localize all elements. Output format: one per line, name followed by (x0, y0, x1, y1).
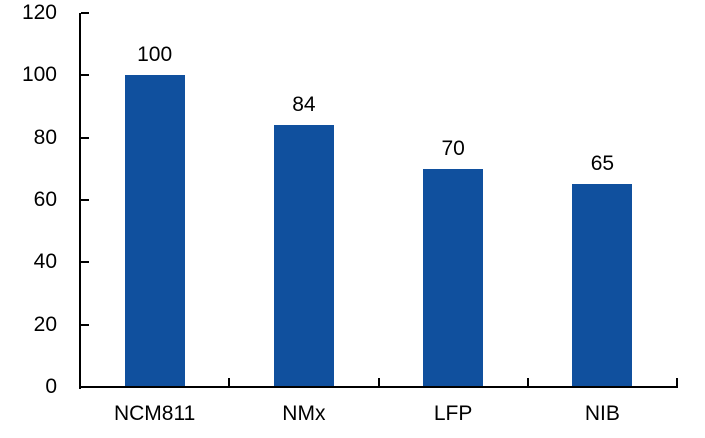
x-axis-line (79, 386, 678, 388)
y-axis-tick-label: 80 (33, 125, 57, 149)
bar-nib (572, 184, 633, 386)
y-axis-line (79, 13, 81, 389)
bar-lfp (423, 168, 484, 386)
x-axis-category-label-lfp: LFP (433, 402, 473, 425)
bar-value-label-nib: 65 (590, 152, 615, 176)
bar-nmx (273, 125, 334, 386)
x-axis-category-label-nib: NIB (584, 402, 620, 425)
x-axis-category-label-nmx: NMx (282, 402, 326, 425)
y-axis-tick-label: 100 (21, 63, 57, 87)
y-axis-tick-label: 40 (33, 250, 57, 274)
x-axis-tick (526, 378, 529, 386)
y-axis-tick-label: 60 (33, 188, 57, 211)
y-axis-tick (81, 136, 89, 139)
y-axis-tick-label: 20 (33, 312, 57, 336)
y-axis-tick-label: 0 (45, 375, 57, 398)
x-axis-category-label-ncm811: NCM811 (113, 402, 196, 425)
bar-value-label-lfp: 70 (441, 136, 465, 160)
x-axis-tick (676, 378, 678, 386)
y-axis-tick (81, 323, 89, 326)
x-axis-tick (377, 378, 380, 386)
y-axis-tick-label: 120 (21, 1, 57, 24)
y-axis-tick (81, 261, 89, 264)
bar-ncm811 (124, 75, 185, 386)
x-axis-tick (228, 378, 231, 386)
y-axis-tick (81, 199, 89, 201)
bar-value-label-ncm811: 100 (137, 43, 173, 67)
y-axis-tick (81, 74, 89, 77)
bar-value-label-nmx: 84 (292, 93, 316, 117)
y-axis-tick (81, 12, 89, 14)
